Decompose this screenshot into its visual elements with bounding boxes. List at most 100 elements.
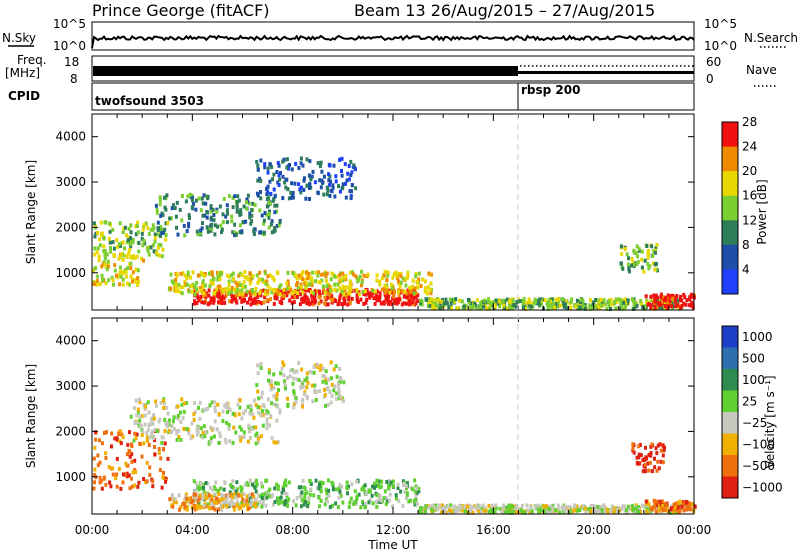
echo-cell <box>178 207 182 212</box>
echo-cell <box>456 507 460 512</box>
echo-cell <box>435 304 439 309</box>
echo-cell <box>416 298 420 303</box>
echo-cell <box>605 306 609 311</box>
echo-cell <box>305 371 309 376</box>
echo-cell <box>272 278 276 283</box>
echo-cell <box>276 289 280 294</box>
echo-cell <box>216 277 220 282</box>
echo-cell <box>307 500 311 505</box>
echo-cell <box>346 491 349 496</box>
echo-cell <box>324 487 328 492</box>
echo-cell <box>274 395 278 400</box>
echo-cell <box>185 229 189 234</box>
echo-cell <box>264 409 268 414</box>
echo-cell <box>179 285 183 290</box>
echo-cell <box>312 365 316 369</box>
echo-cell <box>282 373 286 378</box>
echo-cell <box>225 493 228 498</box>
echo-cell <box>333 282 337 287</box>
echo-cell <box>250 208 254 213</box>
echo-cell <box>500 509 504 514</box>
echo-cell <box>127 282 131 287</box>
cpid-label: CPID <box>8 89 40 103</box>
echo-cell <box>138 418 142 423</box>
echo-cell <box>248 215 252 220</box>
echo-cell <box>100 273 104 278</box>
echo-cell <box>398 284 402 289</box>
echo-cell <box>646 251 650 256</box>
echo-cell <box>631 503 634 508</box>
echo-cell <box>283 502 287 507</box>
echo-cell <box>451 507 455 512</box>
echo-cell <box>408 290 412 295</box>
echo-cell <box>455 508 459 513</box>
echo-cell <box>413 489 417 494</box>
echo-cell <box>253 292 257 297</box>
echo-cell <box>437 299 441 304</box>
echo-cell <box>101 277 104 282</box>
echo-cell <box>471 505 475 510</box>
echo-cell <box>128 486 132 491</box>
echo-cell <box>311 270 314 275</box>
echo-cell <box>673 507 677 512</box>
echo-cell <box>213 223 217 228</box>
echo-cell <box>324 273 328 278</box>
echo-cell <box>390 282 393 287</box>
echo-cell <box>343 301 347 306</box>
echo-cell <box>140 236 144 241</box>
echo-cell <box>104 281 108 286</box>
echo-cell <box>318 367 322 372</box>
echo-cell <box>343 162 347 167</box>
echo-cell <box>261 423 265 428</box>
echo-cell <box>343 288 347 292</box>
echo-cell <box>533 505 537 510</box>
echo-cell <box>426 304 430 309</box>
echo-cell <box>320 169 324 174</box>
echo-cell <box>655 499 659 504</box>
colorbar-tick-label: 20 <box>742 164 757 178</box>
echo-cell <box>268 209 271 214</box>
echo-cell <box>672 502 676 507</box>
echo-cell <box>265 186 269 191</box>
echo-cell <box>347 177 351 182</box>
echo-cell <box>297 360 301 365</box>
echo-cell <box>487 297 490 302</box>
echo-cell <box>379 301 383 306</box>
echo-cell <box>576 304 580 309</box>
echo-cell <box>255 295 259 299</box>
colorbar-swatch <box>722 244 738 270</box>
echo-cell <box>427 271 431 276</box>
echo-cell <box>370 493 374 498</box>
echo-cell <box>357 292 361 297</box>
echo-cell <box>416 285 420 290</box>
echo-cell <box>238 210 242 215</box>
echo-cell <box>183 233 187 238</box>
echo-cell <box>388 299 392 304</box>
echo-cell <box>285 281 289 286</box>
echo-cell <box>222 487 226 492</box>
echo-cell <box>262 300 266 305</box>
echo-cell <box>240 299 244 304</box>
echo-cell <box>301 299 305 304</box>
echo-cell <box>228 439 232 444</box>
echo-cell <box>303 292 307 297</box>
echo-cell <box>340 173 344 178</box>
echo-cell <box>603 302 607 307</box>
echo-cell <box>134 224 138 229</box>
echo-cell <box>336 302 340 307</box>
echo-cell <box>636 254 640 259</box>
echo-cell <box>670 304 674 309</box>
echo-cell <box>169 216 173 221</box>
echo-cell <box>513 508 516 513</box>
echo-cell <box>252 415 256 420</box>
echo-cell <box>136 484 140 489</box>
echo-cell <box>348 500 352 505</box>
echo-cell <box>129 255 133 260</box>
echo-cell <box>494 298 498 303</box>
echo-cell <box>357 290 361 295</box>
echo-cell <box>563 302 567 307</box>
echo-cell <box>248 429 252 434</box>
echo-cell <box>345 480 349 485</box>
echo-cell <box>142 402 146 407</box>
echo-cell <box>332 367 336 372</box>
